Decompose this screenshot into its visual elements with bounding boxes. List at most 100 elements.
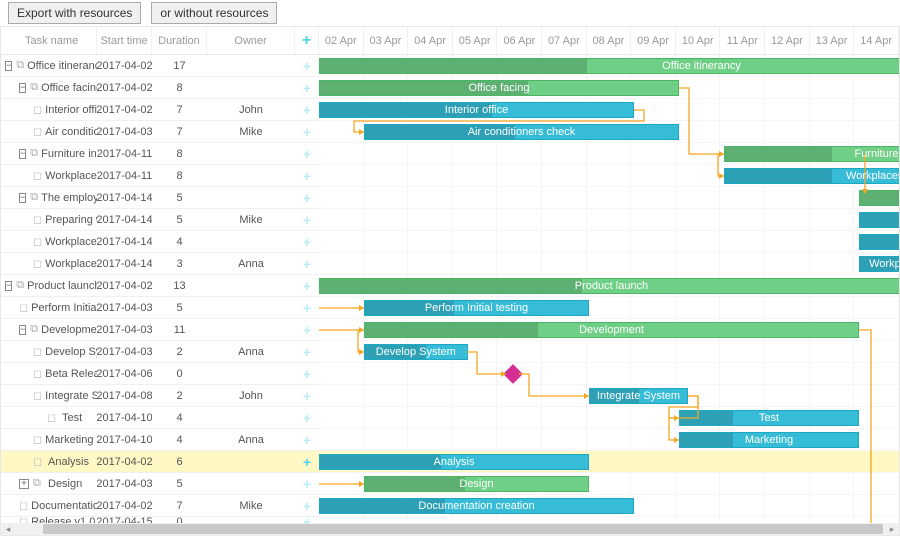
add-subtask-button[interactable]: + (295, 297, 319, 318)
tree-toggle[interactable]: + (19, 479, 29, 489)
table-row[interactable]: ◻Beta Release2017-04-060+ (1, 363, 319, 385)
task-bar[interactable]: Documentation creation (319, 498, 634, 514)
table-row[interactable]: −⧉Development2017-04-0311+ (1, 319, 319, 341)
project-bar[interactable]: Furniture installation (724, 146, 899, 162)
task-name-label: Beta Release (45, 368, 97, 380)
task-bar[interactable]: Perform Initial testing (364, 300, 589, 316)
task-duration-label: 7 (152, 99, 207, 120)
table-row[interactable]: −⧉Office facing2017-04-028+ (1, 77, 319, 99)
add-subtask-button[interactable]: + (295, 209, 319, 230)
project-bar[interactable]: Development (364, 322, 859, 338)
table-row[interactable]: −⧉The employee relocation2017-04-145+ (1, 187, 319, 209)
scroll-thumb[interactable] (43, 524, 883, 534)
task-bar[interactable]: Workplaces exportation (859, 256, 899, 272)
tree-toggle[interactable]: − (5, 61, 12, 71)
add-subtask-button[interactable]: + (295, 473, 319, 494)
add-subtask-button[interactable]: + (295, 341, 319, 362)
task-start-label: 2017-04-03 (97, 473, 152, 494)
table-row[interactable]: ◻Develop System2017-04-032Anna+ (1, 341, 319, 363)
task-bar[interactable]: Workplaces preparation (724, 168, 899, 184)
table-row[interactable]: ◻Interior office2017-04-027John+ (1, 99, 319, 121)
add-subtask-button[interactable]: + (295, 99, 319, 120)
task-bar[interactable]: Analysis (319, 454, 589, 470)
table-row[interactable]: −⧉Product launch2017-04-0213+ (1, 275, 319, 297)
col-header-name[interactable]: Task name (1, 27, 97, 54)
task-bar[interactable] (859, 234, 899, 250)
tree-toggle[interactable]: − (19, 83, 26, 93)
timeline-cell: 13 Apr (810, 27, 855, 54)
col-header-duration[interactable]: Duration (152, 27, 207, 54)
horizontal-scrollbar[interactable]: ◂ ▸ (1, 523, 899, 535)
table-row[interactable]: −⧉Office itinerancy2017-04-0217+ (1, 55, 319, 77)
table-row[interactable]: ◻Workplaces importation2017-04-144+ (1, 231, 319, 253)
tree-toggle[interactable]: − (19, 193, 26, 203)
tree-toggle[interactable]: − (19, 325, 26, 335)
add-subtask-button[interactable]: + (295, 429, 319, 450)
project-bar[interactable] (859, 190, 899, 206)
add-subtask-button[interactable]: + (295, 253, 319, 274)
add-subtask-button[interactable]: + (295, 385, 319, 406)
add-subtask-button[interactable]: + (295, 231, 319, 252)
scroll-right-arrow[interactable]: ▸ (885, 523, 899, 535)
add-subtask-button[interactable]: + (295, 407, 319, 428)
task-duration-label: 4 (152, 231, 207, 252)
task-start-label: 2017-04-10 (97, 407, 152, 428)
bar-label: Product launch (571, 280, 652, 292)
project-bar[interactable]: Office itinerancy (319, 58, 899, 74)
task-bar[interactable]: Develop System (364, 344, 468, 360)
task-bar[interactable]: Air conditioners check (364, 124, 679, 140)
table-row[interactable]: ◻Analysis2017-04-026+ (1, 451, 319, 473)
add-subtask-button[interactable]: + (295, 495, 319, 516)
scroll-left-arrow[interactable]: ◂ (1, 523, 15, 535)
table-row[interactable]: +⧉Design2017-04-035+ (1, 473, 319, 495)
table-row[interactable]: ◻Workplaces exportation2017-04-143Anna+ (1, 253, 319, 275)
add-subtask-button[interactable]: + (295, 55, 319, 76)
milestone-marker[interactable] (503, 364, 523, 384)
add-subtask-button[interactable]: + (295, 363, 319, 384)
task-name-label: Perform Initial testing (31, 302, 97, 314)
table-row[interactable]: ◻Preparing workplaces2017-04-145Mike+ (1, 209, 319, 231)
grid-panel: Task name Start time Duration Owner + −⧉… (1, 27, 319, 525)
task-bar[interactable]: Test (679, 410, 859, 426)
table-row[interactable]: −⧉Furniture installation2017-04-118+ (1, 143, 319, 165)
add-subtask-button[interactable]: + (295, 275, 319, 296)
project-bar[interactable]: Design (364, 476, 589, 492)
task-name-label: The employee relocation (41, 192, 97, 204)
task-name-label: Development (41, 324, 97, 336)
col-header-owner[interactable]: Owner (207, 27, 295, 54)
task-start-label: 2017-04-10 (97, 429, 152, 450)
add-subtask-button[interactable]: + (295, 451, 319, 472)
task-bar[interactable]: Interior office (319, 102, 634, 118)
table-row[interactable]: ◻Test2017-04-104+ (1, 407, 319, 429)
table-row[interactable]: ◻Integrate System2017-04-082John+ (1, 385, 319, 407)
add-subtask-button[interactable]: + (295, 187, 319, 208)
add-subtask-button[interactable]: + (295, 143, 319, 164)
bar-label: Development (575, 324, 648, 336)
add-subtask-button[interactable]: + (295, 319, 319, 340)
table-row[interactable]: ◻Air conditioners check2017-04-037Mike+ (1, 121, 319, 143)
add-subtask-button[interactable]: + (295, 165, 319, 186)
add-subtask-button[interactable]: + (295, 77, 319, 98)
project-bar[interactable]: Office facing (319, 80, 679, 96)
table-row[interactable]: ◻Documentation creation2017-04-027Mike+ (1, 495, 319, 517)
table-row[interactable]: ◻Marketing2017-04-104Anna+ (1, 429, 319, 451)
gantt-container: Task name Start time Duration Owner + −⧉… (0, 26, 900, 536)
task-bar[interactable] (859, 212, 899, 228)
export-with-resources-button[interactable]: Export with resources (8, 2, 141, 24)
task-bar[interactable]: Integrate System (589, 388, 688, 404)
project-bar[interactable]: Product launch (319, 278, 899, 294)
add-task-button[interactable]: + (295, 27, 319, 54)
task-bar[interactable]: Marketing (679, 432, 859, 448)
add-subtask-button[interactable]: + (295, 121, 319, 142)
task-duration-label: 8 (152, 143, 207, 164)
task-name-label: Workplaces preparation (45, 170, 97, 182)
task-duration-label: 0 (152, 363, 207, 384)
table-row[interactable]: ◻Workplaces preparation2017-04-118+ (1, 165, 319, 187)
tree-toggle[interactable]: − (19, 149, 26, 159)
task-start-label: 2017-04-14 (97, 231, 152, 252)
table-row[interactable]: ◻Perform Initial testing2017-04-035+ (1, 297, 319, 319)
export-without-resources-button[interactable]: or without resources (151, 2, 277, 24)
col-header-start[interactable]: Start time (97, 27, 152, 54)
tree-toggle[interactable]: − (5, 281, 12, 291)
chart-row: Workplaces exportation (319, 253, 899, 275)
